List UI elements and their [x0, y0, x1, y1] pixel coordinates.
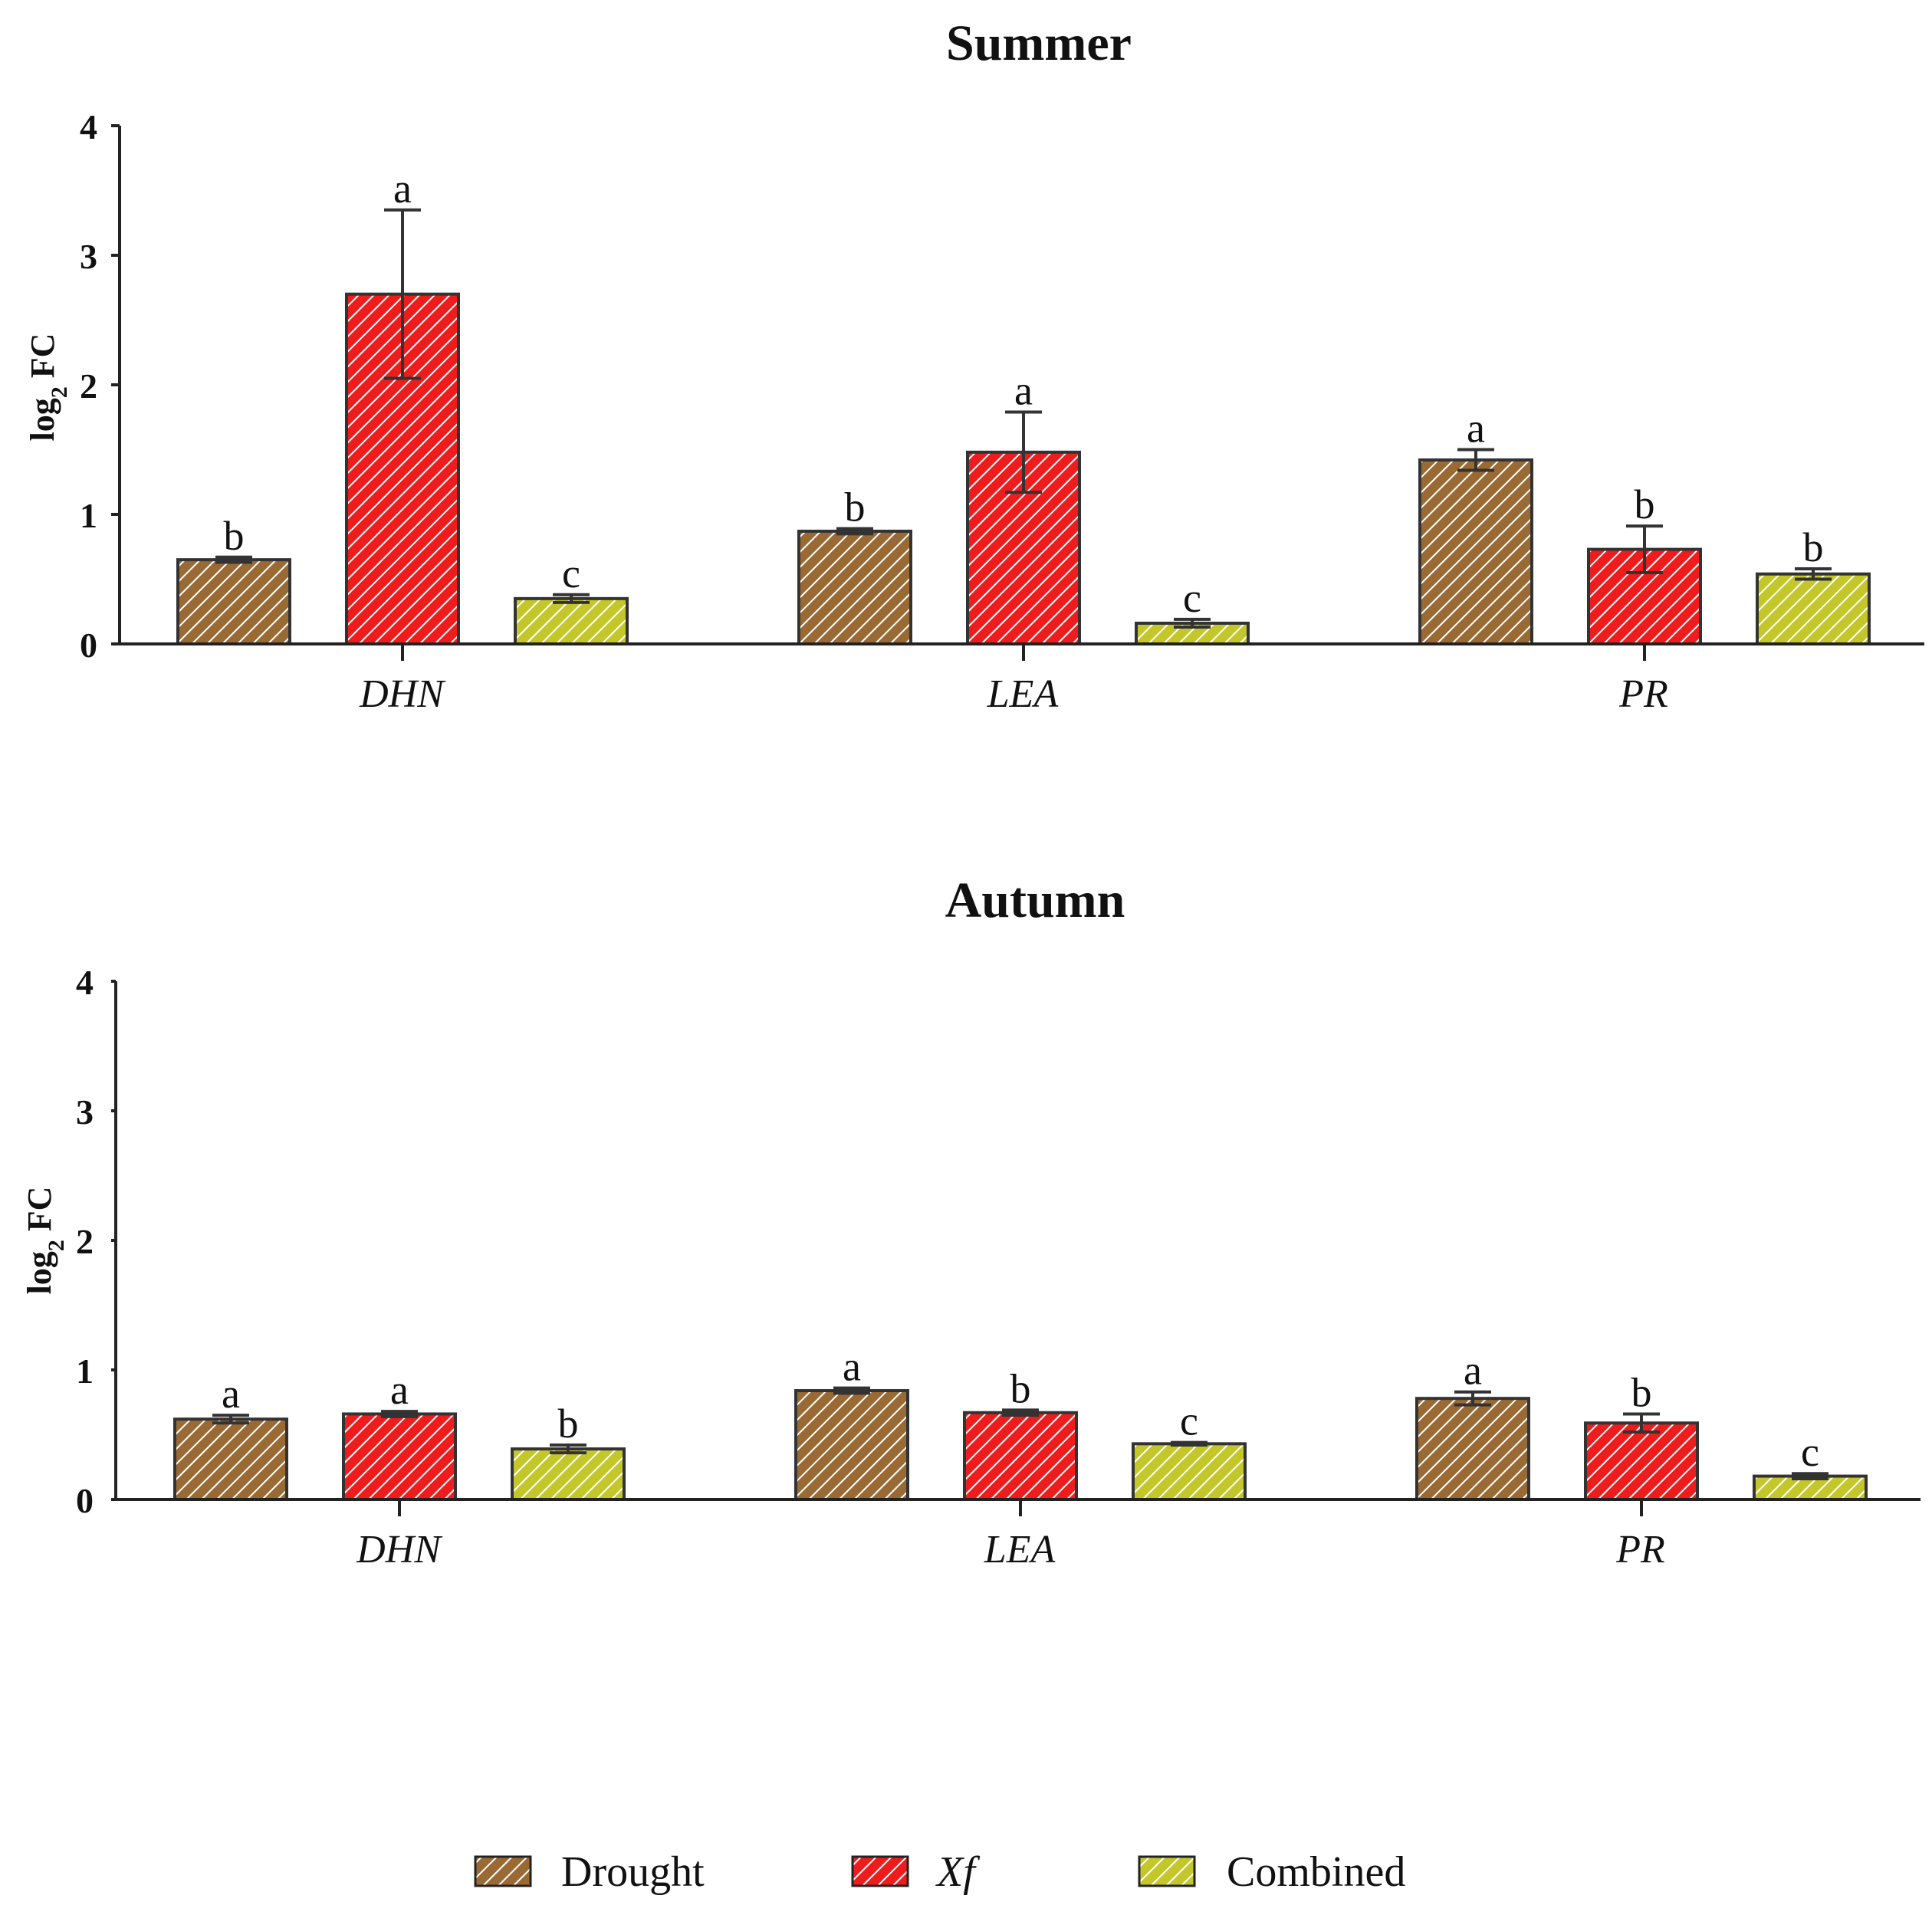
y-axis-label: log2 FC [24, 333, 72, 442]
x-tick-label: PR [1615, 1528, 1665, 1572]
y-axis-label: log2 FC [21, 1187, 69, 1295]
y-tick-label: 2 [76, 1222, 94, 1261]
y-tick-label: 3 [76, 1092, 94, 1132]
y-tick-labels: 0 1 2 3 4 [76, 963, 94, 1520]
significance-letter: a [1014, 367, 1033, 413]
x-tick-label: PR [1618, 672, 1668, 716]
y-tick-label: 2 [80, 366, 97, 406]
x-tick-label: DHN [359, 672, 446, 716]
significance-letter: b [1010, 1365, 1031, 1411]
significance-letter: a [222, 1371, 240, 1417]
y-tick-label: 1 [80, 496, 97, 535]
legend-item-drought: Drought [474, 1848, 705, 1896]
legend-swatch-xf [851, 1855, 909, 1887]
x-tick-label: LEA [984, 1528, 1056, 1572]
bar-xf-pr [1584, 1421, 1699, 1502]
y-tick-label: 0 [80, 626, 97, 665]
autumn-chart: Autumn log2 FC 0 1 2 3 4 DHN LEA PR a aba… [21, 872, 1921, 1572]
bar-combined-pr [1756, 572, 1871, 645]
legend-swatch-combined [1138, 1855, 1196, 1887]
y-tick-labels: 0 1 2 3 4 [80, 107, 97, 665]
bar-drought-lea [794, 1389, 909, 1502]
bar-drought-pr [1418, 458, 1533, 646]
significance-letter: a [1467, 406, 1485, 452]
significance-letter: c [1183, 575, 1201, 621]
legend-label: Combined [1227, 1848, 1405, 1896]
significance-letter: a [393, 166, 412, 212]
legend-swatch-drought [474, 1855, 532, 1887]
legend: Drought Xf Combined [474, 1848, 1405, 1896]
significance-letter: a [390, 1367, 409, 1413]
y-tick-label: 4 [80, 107, 97, 146]
significance-letter: b [1635, 481, 1655, 527]
significance-letter: b [224, 513, 245, 559]
significance-letter: b [845, 484, 866, 530]
bar-drought-dhn [173, 1417, 288, 1501]
axes [111, 980, 1921, 1516]
bar-xf-lea [963, 1411, 1078, 1502]
y-tick-label: 0 [76, 1481, 94, 1520]
x-tick-label: LEA [987, 672, 1059, 716]
x-tick-labels: DHN LEA PR [356, 1528, 1665, 1572]
legend-label: Xf [935, 1848, 981, 1896]
axes [111, 124, 1924, 661]
bar-drought-dhn [176, 558, 291, 646]
x-tick-labels: DHN LEA PR [359, 672, 1668, 716]
y-tick-label: 1 [76, 1352, 94, 1391]
significance-letter: b [1631, 1369, 1652, 1415]
bars-and-error-bars: a a b a b c a b c [173, 1344, 1868, 1502]
bar-combined-dhn [514, 596, 629, 645]
legend-item-combined: Combined [1138, 1848, 1405, 1896]
chart-title: Autumn [945, 872, 1125, 928]
significance-letter: c [1180, 1398, 1198, 1444]
significance-letter: c [1801, 1429, 1819, 1475]
significance-letter: a [1464, 1348, 1482, 1394]
bar-xf-dhn [342, 1412, 457, 1501]
significance-letter: a [843, 1344, 861, 1390]
significance-letter: c [562, 550, 580, 596]
bar-combined-lea [1132, 1442, 1247, 1501]
x-tick-label: DHN [356, 1528, 443, 1572]
legend-item-xf: Xf [851, 1848, 981, 1896]
bar-drought-lea [797, 529, 912, 645]
chart-title: Summer [946, 15, 1132, 71]
y-tick-label: 4 [76, 963, 94, 1002]
y-tick-label: 3 [80, 237, 97, 276]
bars-and-error-bars: b a c b a c a b b [176, 166, 1871, 646]
bar-drought-pr [1415, 1397, 1530, 1502]
significance-letter: b [558, 1401, 579, 1447]
legend-label: Drought [561, 1848, 705, 1896]
bar-combined-dhn [511, 1447, 626, 1501]
summer-chart: Summer log2 FC 0 1 2 3 4 DHN LEA PR bacb… [24, 15, 1924, 716]
significance-letter: b [1803, 524, 1824, 570]
